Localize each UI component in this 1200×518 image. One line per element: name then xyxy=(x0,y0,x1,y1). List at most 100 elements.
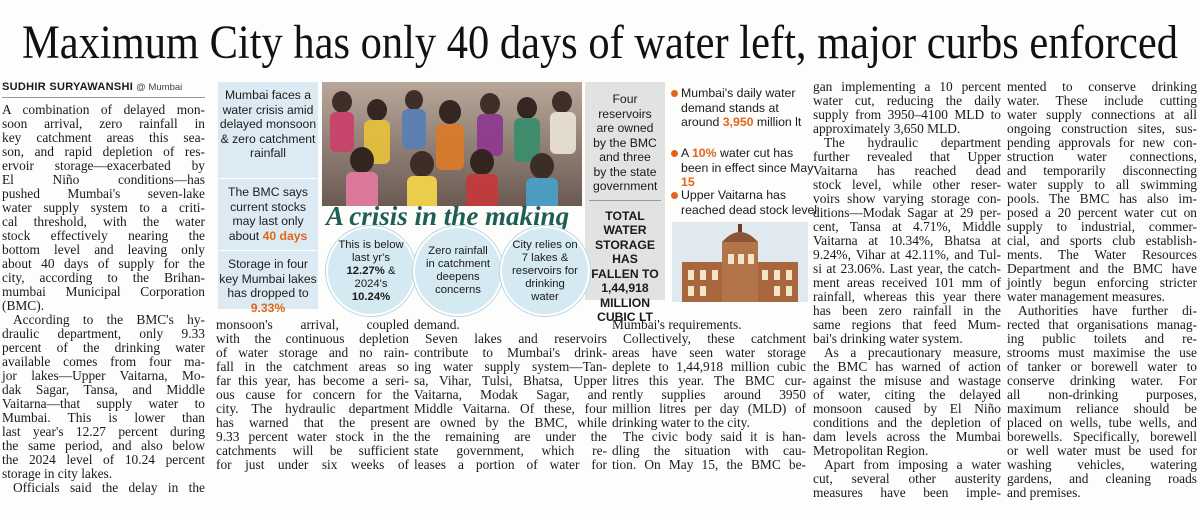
text-line: rainfall, whereas this year there xyxy=(813,289,1001,304)
text-line: water management measures. xyxy=(1007,289,1166,304)
text-line: far this year, has become a seri- xyxy=(216,373,409,388)
text-line: ervoir storage—exacerbated by xyxy=(2,158,205,173)
text-line: Mumbai. This is lower than xyxy=(2,410,205,425)
text-line: According to the BMC's hy- xyxy=(13,312,205,327)
text-line: water. These include cutting xyxy=(1007,93,1197,108)
text-line: pushed Mumbai's seven-lake xyxy=(2,186,205,201)
text-part: Mumbai's daily water demand stands at ar… xyxy=(681,86,796,129)
byline: SUDHIR SURYAWANSHI @ Mumbai xyxy=(2,80,205,98)
text-line: The civic body said it is han- xyxy=(623,429,806,444)
text-line: areas have seen water storage xyxy=(612,345,806,360)
text-line: measures have been imple- xyxy=(813,485,1001,500)
text-line: water supply connections at all xyxy=(1007,107,1197,122)
fact-circle: Zero rainfall in catchment deepens conce… xyxy=(413,226,503,316)
text-line: Vaitarna has reached dead xyxy=(813,163,1001,178)
headline-area: Maximum City has only 40 days of water l… xyxy=(22,16,1178,69)
text-line: drinking water to the city. xyxy=(612,415,750,430)
text-line: water supply system to a criti- xyxy=(2,200,205,215)
text-part: Upper Vaitarna has reached dead stock le… xyxy=(681,188,818,217)
text-line: Vaitarna, Modak Sagar, and xyxy=(414,387,607,402)
text-line: cut, several other austerity xyxy=(813,471,1001,486)
text-line: monsoon caused by El Niño xyxy=(813,401,1001,416)
text-line: strooms must maximise the use xyxy=(1007,345,1197,360)
circle-text: This is below last yr's 12.27% & 2024's … xyxy=(336,239,406,304)
text-line: and temporarily disconnecting xyxy=(1007,163,1197,178)
total-storage: TOTAL WATER STORAGE HAS FALLEN TO 1,44,9… xyxy=(591,208,659,325)
text-line: last year's 12.27 percent during xyxy=(2,424,205,439)
text-line: with the continuous depletion xyxy=(216,331,409,346)
text-line: further revealed that Upper xyxy=(813,149,1001,164)
text-line: for just under six weeks of xyxy=(216,457,409,472)
text-line: dam levels across the Mumbai xyxy=(813,429,1001,444)
text-line: cial, and sports club establish- xyxy=(1007,233,1197,248)
text-line: available comes from four ma- xyxy=(2,354,205,369)
text-line: jointly begun enforcing stricter xyxy=(1007,275,1197,290)
article-column: Mumbai's requirements. Collectively, thes… xyxy=(612,318,806,472)
text-part: Storage in four key Mumbai lakes has dro… xyxy=(219,257,317,300)
fact-circle: This is below last yr's 12.27% & 2024's … xyxy=(326,226,416,316)
text-line: A combination of delayed mon- xyxy=(2,102,205,117)
byline-author: SUDHIR SURYAWANSHI xyxy=(2,81,134,93)
text-line: bottom level and leaving only xyxy=(2,242,205,257)
text-line: deplete to 1,44,918 million cubic xyxy=(612,359,806,374)
article-column: mented to conserve drinking water. These … xyxy=(1007,80,1197,500)
highlight: 3,950 xyxy=(722,115,754,129)
text-line: si at 23.06%. Last year, the catch- xyxy=(813,261,1001,276)
text-line: contribute to Mumbai's drink- xyxy=(414,345,607,360)
text-line: has warned that the present xyxy=(216,415,409,430)
text-line: supply to industrial, commer- xyxy=(1007,219,1197,234)
text-line: city. The hydraulic department xyxy=(216,401,409,416)
text-line: the 2024 level of 10.24 percent xyxy=(2,452,205,467)
text-line: cal threshold, with the water xyxy=(2,214,205,229)
text-line: washing vehicles, watering xyxy=(1007,457,1197,472)
text-part: The BMC says current stocks may last onl… xyxy=(228,185,308,243)
text-line: mented to conserve drinking xyxy=(1007,79,1197,94)
text-line: draulic department, only 9.33 xyxy=(2,326,205,341)
text-line: voirs show varying storage con- xyxy=(813,191,1001,206)
text-line: demand. xyxy=(414,317,460,332)
storage-box: Four reservoirs are owned by the BMC and… xyxy=(585,82,665,324)
building-photo xyxy=(672,222,808,302)
text-line: mumbai Municipal Corporation xyxy=(2,284,205,299)
text-line: sa, Vihar, Tulsi, Bhatsa, Upper xyxy=(414,373,607,388)
highlight: 15 xyxy=(681,175,695,189)
text-line: million litres per day (MLD) of xyxy=(612,401,806,416)
text-part: Zero rainfall in catchment deepens conce… xyxy=(425,245,491,296)
panel-item: Mumbai faces a water crisis amid delayed… xyxy=(218,82,318,180)
text-line: of water storage and no rain- xyxy=(216,345,409,360)
byline-location: @ Mumbai xyxy=(136,82,183,93)
text-line: city, according to the Brihan- xyxy=(2,270,205,285)
text-line: ment areas received 101 mm of xyxy=(813,275,1001,290)
highlight: 10% xyxy=(691,146,717,160)
text-part: 10.24% xyxy=(351,290,391,303)
text-line: of tanker or borewell water to xyxy=(1007,359,1197,374)
text-line: Vaitarna at 10.34%, Bhatsa at xyxy=(813,233,1001,248)
text-line: water supply to all swimming xyxy=(1007,177,1197,192)
text-part: A xyxy=(681,146,692,160)
photo xyxy=(322,82,582,206)
text-line: storage in city lakes. xyxy=(2,466,113,481)
text-line: borewells. Specifically, borewell xyxy=(1007,429,1197,444)
text-part: This is below last yr's xyxy=(338,238,404,264)
text-line: ments. The Water Resources xyxy=(1007,247,1197,262)
text-line: against the misuse and wastage xyxy=(813,373,1001,388)
text-line: (BMC). xyxy=(2,298,45,313)
text-line: fall in the catchment areas so xyxy=(216,359,409,374)
text-line: state government, which re- xyxy=(414,443,607,458)
text-line: water cut, reducing the daily xyxy=(813,93,1001,108)
highlight: 9.33% xyxy=(250,300,286,315)
text-line: jor lakes—Upper Vaitarna, Mo- xyxy=(2,368,205,383)
text-line: El Niño conditions—has xyxy=(2,172,205,187)
highlight: 40 days xyxy=(262,228,308,243)
text-line: dling the situation with cau- xyxy=(612,443,806,458)
text-line: the remaining are under the xyxy=(414,429,607,444)
text-line: placed on wells, tube wells, and xyxy=(1007,415,1197,430)
text-line: catchments will be sufficient xyxy=(216,443,409,458)
bullet: Mumbai's daily water demand stands at ar… xyxy=(671,86,819,130)
text-line: bai's drinking water system. xyxy=(813,331,963,346)
text-line: 9.24%, Vihar at 42.11%, and Tul- xyxy=(813,247,1001,262)
bullet: A 10% water cut has been in effect since… xyxy=(671,146,819,190)
text-line: struction water connections, xyxy=(1007,149,1197,164)
text-line: monsoon's arrival, coupled xyxy=(216,317,409,332)
